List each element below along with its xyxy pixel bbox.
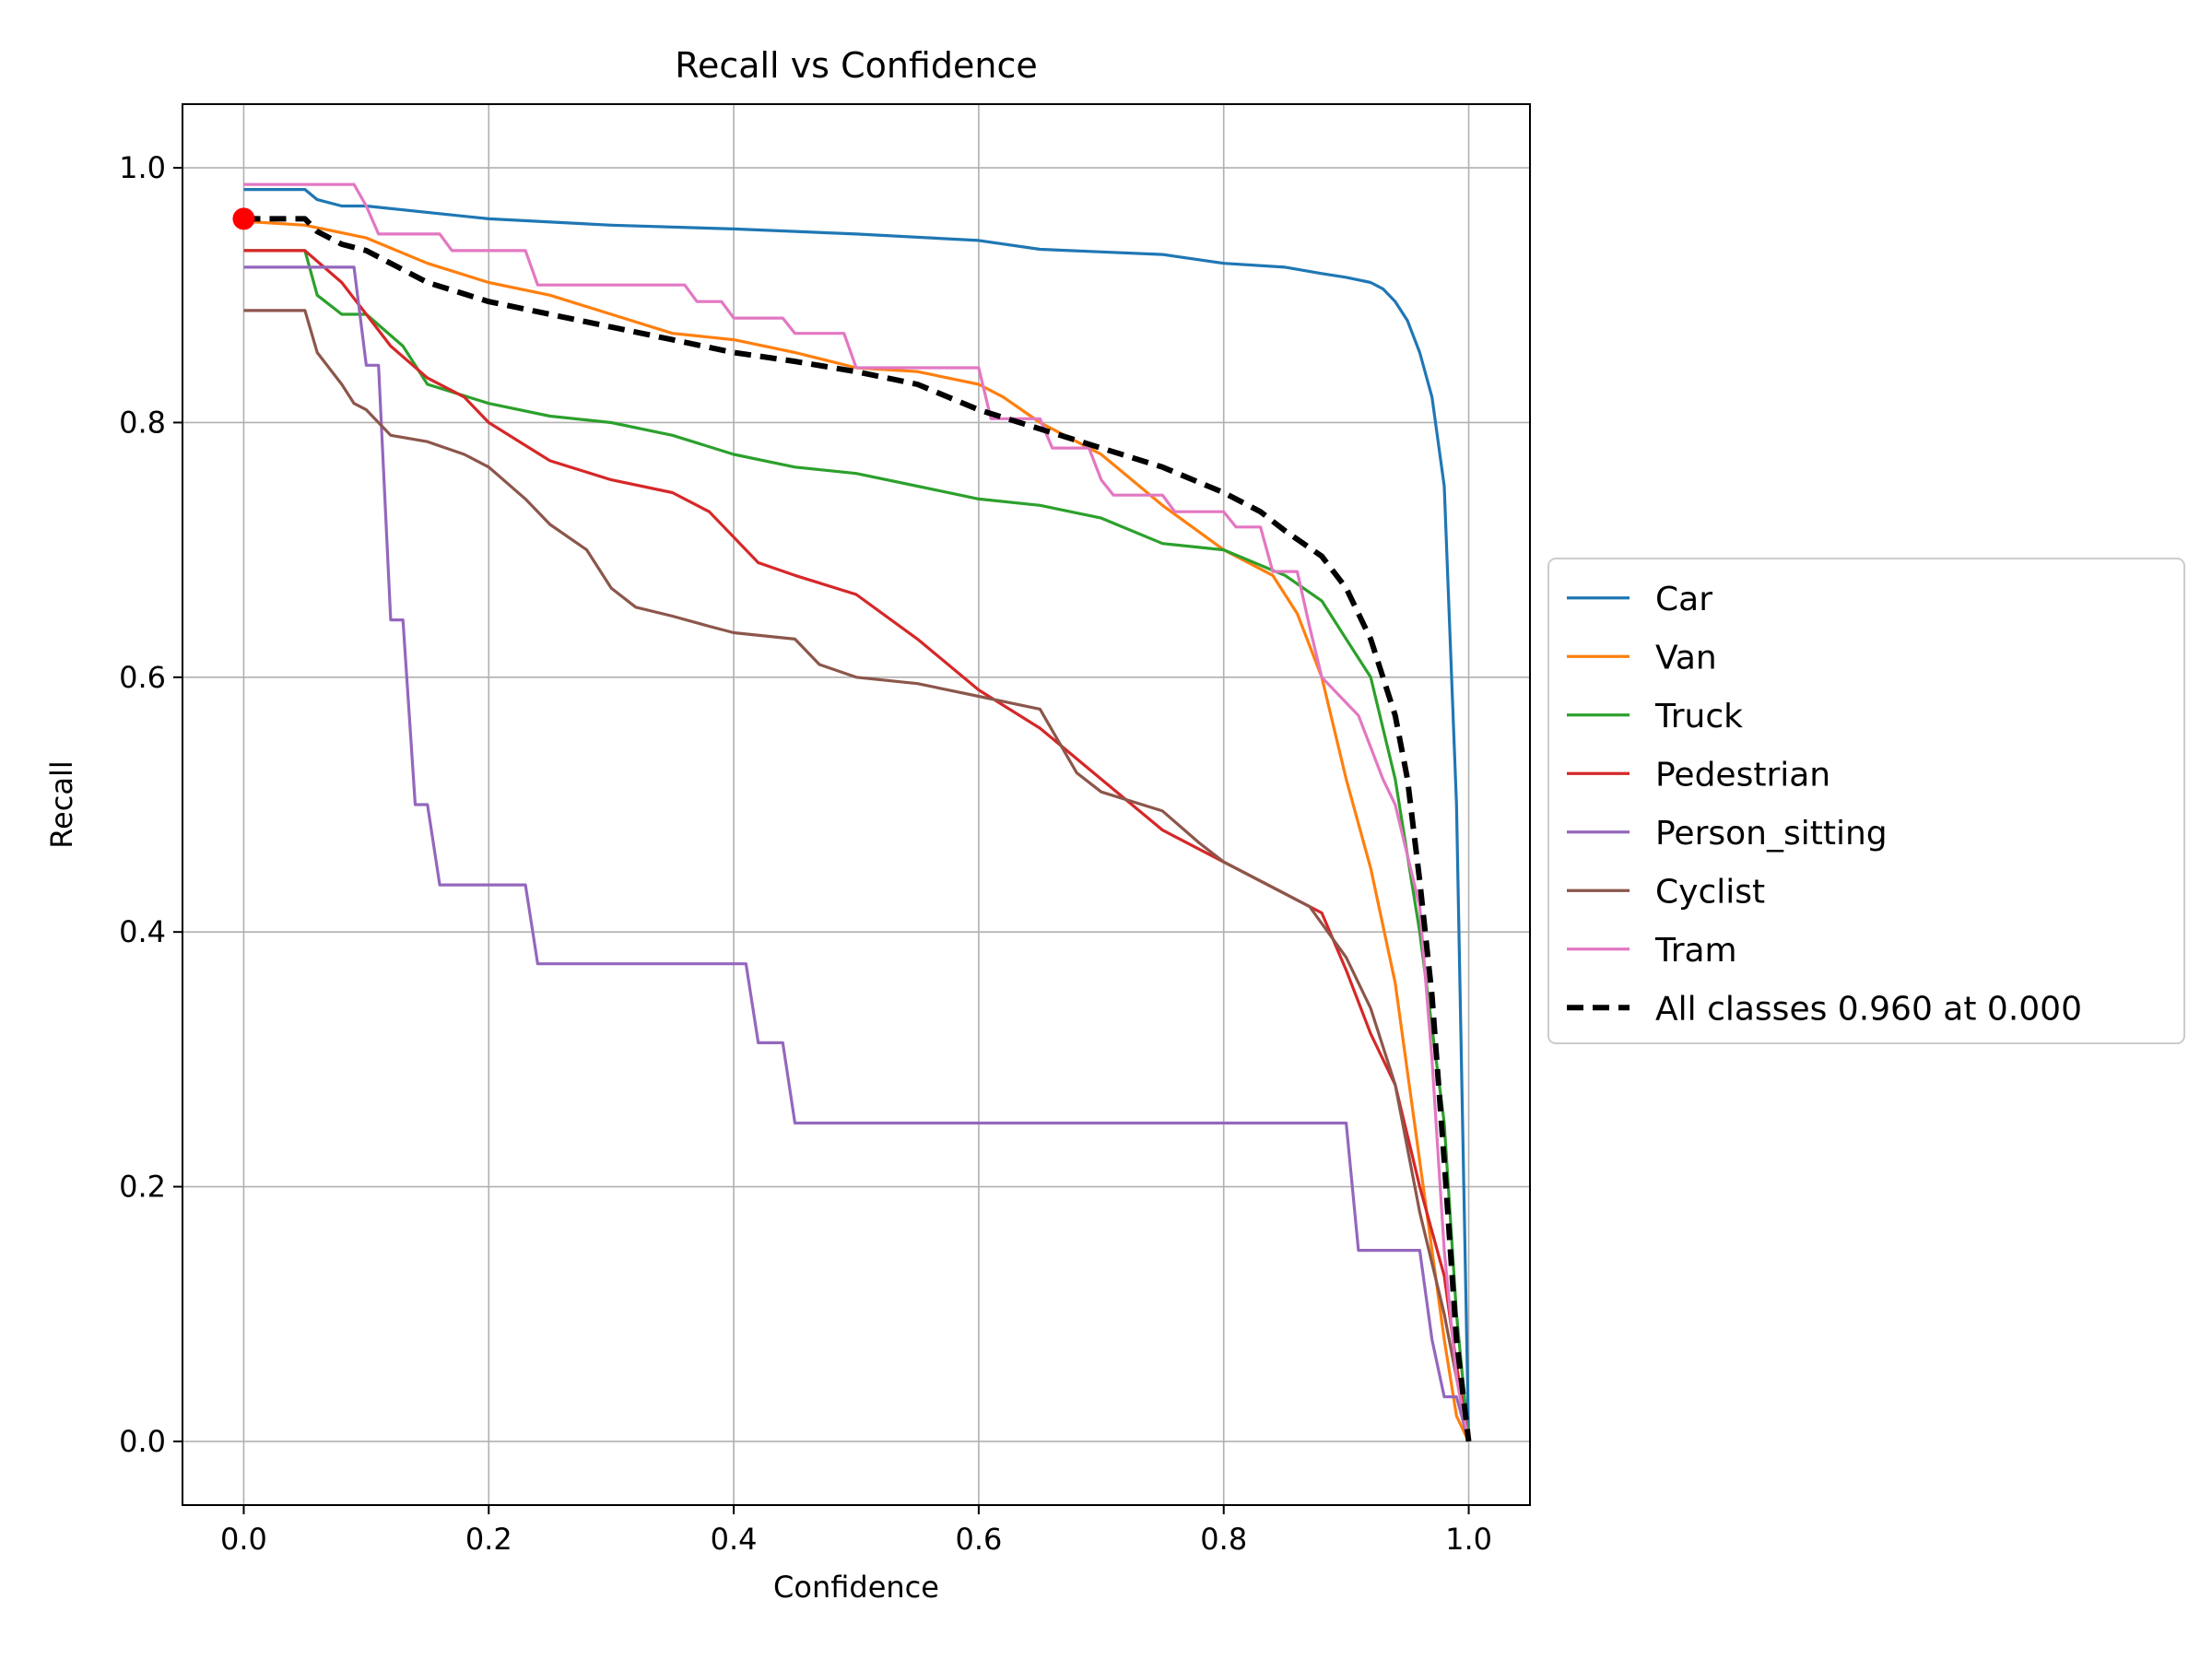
y-axis-label: Recall bbox=[44, 760, 79, 848]
series-line-pedestrian bbox=[243, 249, 1471, 1442]
grid bbox=[182, 104, 1530, 1505]
y-tick-label-2: 0.4 bbox=[119, 914, 166, 949]
y-tick-label-3: 0.6 bbox=[119, 660, 166, 695]
legend-label-7: All classes 0.960 at 0.000 bbox=[1655, 990, 2082, 1028]
x-axis-label: Confidence bbox=[773, 1570, 939, 1605]
y-tick-label-1: 0.2 bbox=[119, 1170, 166, 1205]
series-line-cyclist bbox=[243, 309, 1471, 1442]
axis-ticks: 0.0 0.2 0.4 0.6 0.8 1.0 0.0 0.2 0.4 0.6 0.8 1.0 bbox=[119, 150, 1492, 1557]
x-tick-label-0: 0.0 bbox=[220, 1522, 267, 1557]
series-line-truck bbox=[243, 249, 1471, 1442]
legend-label-2: Truck bbox=[1654, 698, 1743, 735]
legend-label-5: Cyclist bbox=[1655, 873, 1765, 911]
series-line-tram bbox=[243, 182, 1471, 1442]
x-tick-label-2: 0.4 bbox=[711, 1522, 758, 1557]
legend-label-0: Car bbox=[1655, 581, 1712, 618]
legend: Car Van Truck Pedestrian Person_sitting Cycli… bbox=[1547, 558, 2185, 1044]
legend-label-3: Pedestrian bbox=[1655, 756, 1830, 794]
series-line-van bbox=[243, 219, 1470, 1442]
x-tick-label-1: 0.2 bbox=[465, 1522, 512, 1557]
series-line-car bbox=[243, 188, 1471, 1441]
highlight-markers bbox=[232, 207, 255, 230]
plot-area-frame bbox=[182, 103, 1531, 1506]
x-tick-label-5: 1.0 bbox=[1445, 1522, 1492, 1557]
series-line-person-sitting bbox=[243, 265, 1471, 1442]
series-lines bbox=[243, 182, 1472, 1442]
y-tick-label-5: 1.0 bbox=[119, 150, 166, 185]
series-line-all-classes-0-960-at-0-000 bbox=[243, 216, 1472, 1442]
chart-title: Recall vs Confidence bbox=[675, 45, 1037, 86]
legend-label-6: Tram bbox=[1654, 932, 1737, 970]
legend-box bbox=[1547, 558, 2185, 1044]
legend-label-1: Van bbox=[1655, 639, 1717, 677]
x-tick-label-4: 0.8 bbox=[1200, 1522, 1247, 1557]
legend-label-4: Person_sitting bbox=[1655, 815, 1888, 853]
y-tick-label-4: 0.8 bbox=[119, 405, 166, 440]
best-point-marker bbox=[232, 207, 255, 230]
y-tick-label-0: 0.0 bbox=[119, 1424, 166, 1459]
x-tick-label-3: 0.6 bbox=[955, 1522, 1002, 1557]
